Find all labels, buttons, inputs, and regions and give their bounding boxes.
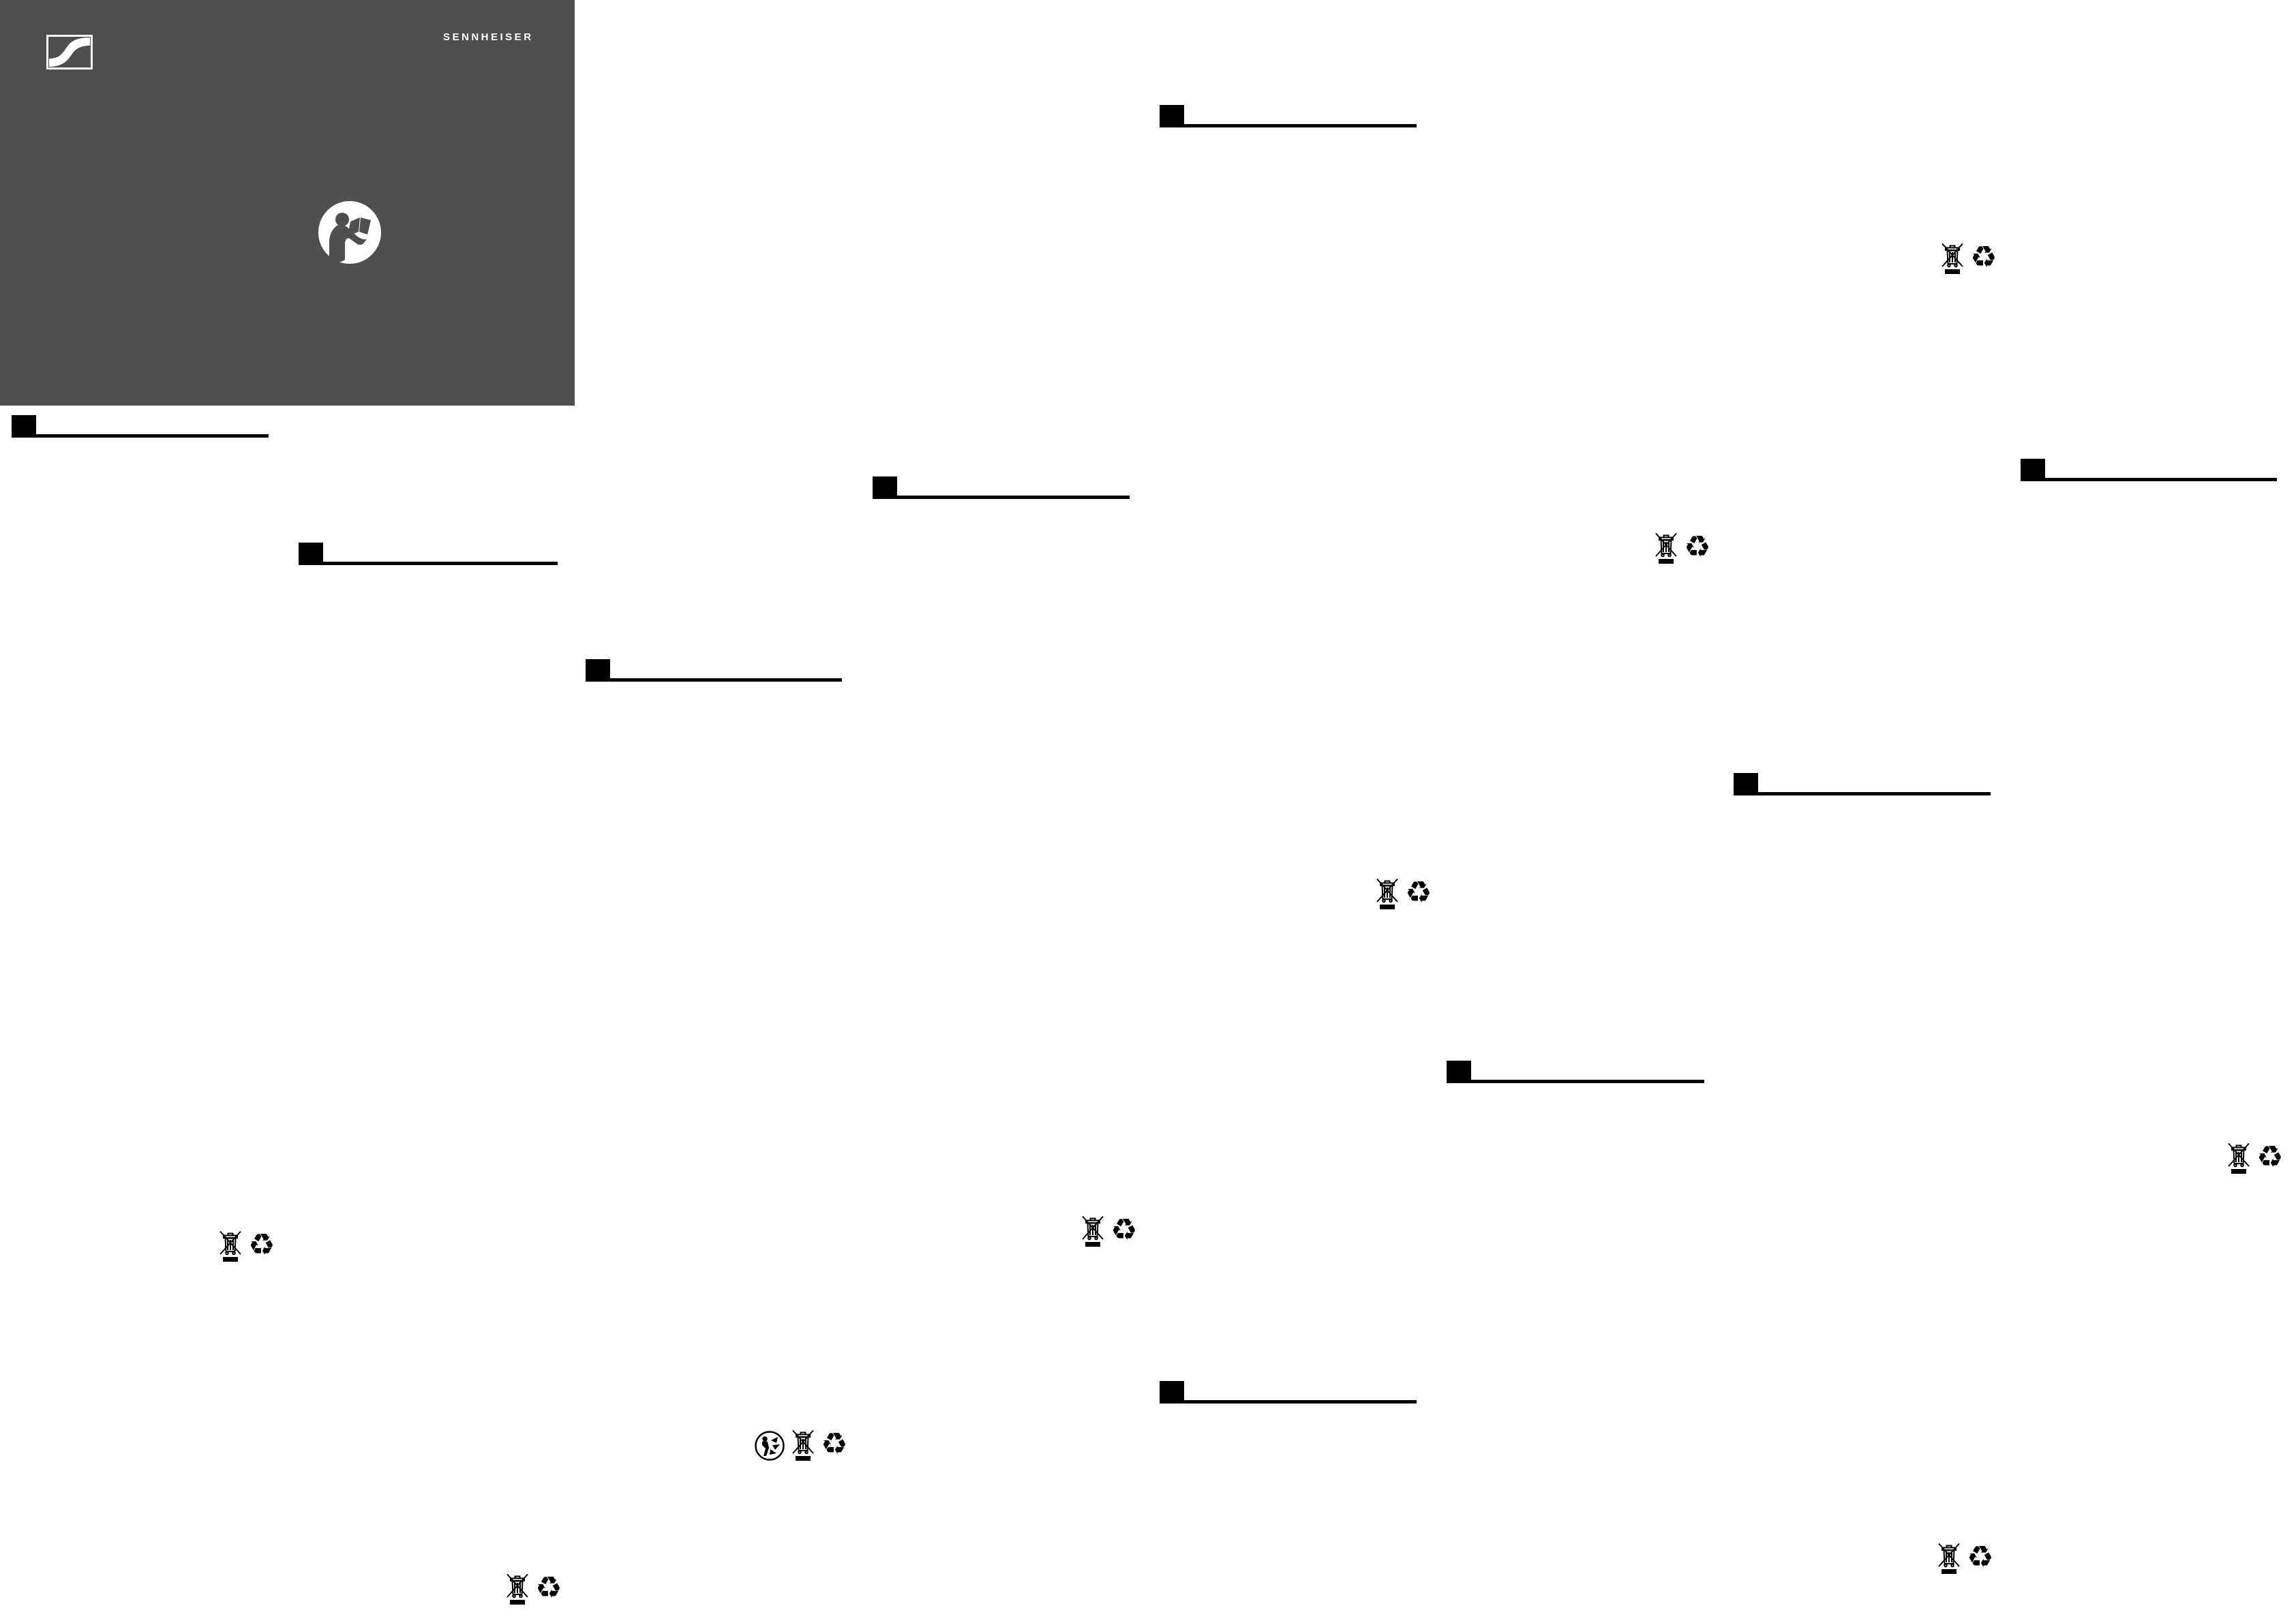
disposal-icons: ♻ [507, 1573, 562, 1605]
recycling-icon: ♻ [1111, 1213, 1138, 1247]
section-marker-square [12, 415, 36, 438]
section-underline [2045, 478, 2277, 481]
section-underline [1471, 1080, 1704, 1083]
section-heading-marker-1 [12, 415, 269, 438]
section-underline [323, 562, 558, 565]
disposal-icons: ♻ [1082, 1215, 1137, 1247]
section-heading-marker-9 [1160, 1381, 1417, 1404]
disposal-icons: ♻ [220, 1230, 275, 1262]
section-heading-marker-8 [1447, 1061, 1704, 1083]
weee-bin-icon [1655, 532, 1677, 564]
disposal-icons: ♻ [1655, 532, 1710, 564]
recycling-icon: ♻ [535, 1571, 562, 1605]
brand-wordmark: SENNHEISER [443, 31, 534, 43]
weee-bin-icon [1082, 1215, 1104, 1247]
recycling-icon: ♻ [1967, 1540, 1994, 1575]
weee-bin-icon [507, 1573, 528, 1605]
section-marker-square [1447, 1061, 1471, 1083]
weee-bin-icon [1942, 243, 1963, 274]
weee-bin-icon [220, 1230, 241, 1262]
section-underline [1184, 124, 1417, 127]
weee-bin-icon [792, 1429, 814, 1461]
disposal-icons: ♻ [1938, 1543, 1993, 1574]
disposal-icons: ♻ [1942, 243, 1997, 274]
weee-bin-icon [1938, 1543, 1960, 1574]
weee-bin-icon [1376, 878, 1398, 909]
section-underline [1184, 1400, 1417, 1404]
section-heading-marker-4 [873, 476, 1130, 499]
section-underline [36, 434, 269, 438]
section-marker-square [586, 659, 610, 682]
sennheiser-logo-icon [46, 35, 93, 70]
disposal-icons: ♻ [1376, 878, 1432, 909]
section-heading-marker-7 [1734, 773, 1991, 795]
section-underline [1758, 792, 1991, 795]
recycling-icon: ♻ [1405, 875, 1432, 910]
recycling-icon: ♻ [1684, 530, 1711, 564]
recycling-icon: ♻ [821, 1427, 848, 1461]
section-heading-marker-6 [2021, 459, 2277, 481]
recycling-icon: ♻ [2256, 1140, 2284, 1174]
section-underline [897, 496, 1130, 499]
weee-bin-icon [2228, 1142, 2250, 1174]
section-marker-square [1160, 1381, 1184, 1404]
section-marker-square [1734, 773, 1758, 795]
read-manual-icon [318, 201, 381, 264]
section-marker-square [299, 543, 323, 565]
section-heading-marker-2 [299, 543, 558, 565]
section-marker-square [2021, 459, 2045, 481]
section-marker-square [1160, 105, 1184, 127]
section-marker-square [873, 476, 897, 499]
section-underline [610, 678, 842, 682]
disposal-icons-with-triman: ♻ [754, 1429, 847, 1461]
cover-panel: SENNHEISER [0, 0, 575, 406]
recycling-icon: ♻ [248, 1228, 275, 1262]
triman-icon [755, 1431, 785, 1461]
section-heading-marker-3 [586, 659, 842, 682]
recycling-icon: ♻ [1970, 240, 1997, 275]
section-heading-marker-5 [1160, 105, 1417, 127]
disposal-icons: ♻ [2228, 1142, 2283, 1174]
